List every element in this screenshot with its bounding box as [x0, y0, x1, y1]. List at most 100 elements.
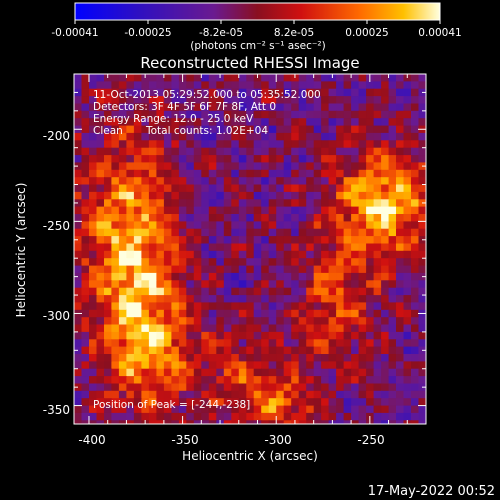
heatmap-cell [321, 103, 330, 112]
heatmap-cell [373, 199, 382, 208]
heatmap-cell [291, 184, 300, 193]
heatmap-cell [163, 368, 172, 377]
heatmap-cell [231, 272, 240, 281]
heatmap-cell [291, 331, 300, 340]
heatmap-cell [104, 228, 113, 237]
heatmap-cell [171, 309, 180, 318]
heatmap-cell [291, 169, 300, 178]
heatmap-cell [291, 206, 300, 215]
heatmap-cell [276, 228, 285, 237]
heatmap-cell [141, 376, 150, 385]
heatmap-cell [328, 147, 337, 156]
heatmap-cell [178, 140, 187, 149]
heatmap-cell [163, 184, 172, 193]
heatmap-cell [163, 199, 172, 208]
heatmap-cell [193, 250, 202, 259]
heatmap-cell [321, 376, 330, 385]
heatmap-cell [96, 346, 105, 355]
heatmap-cell [96, 199, 105, 208]
heatmap-cell [104, 302, 113, 311]
heatmap-cell [336, 354, 345, 362]
heatmap-cell [163, 169, 172, 178]
heatmap-cell [156, 383, 165, 392]
heatmap-cell [291, 96, 300, 105]
peak-position-label: Position of Peak = [-244,-238] [93, 399, 250, 411]
heatmap-cell [96, 132, 105, 141]
heatmap-cell [358, 199, 367, 208]
heatmap-cell [366, 405, 375, 414]
heatmap-cell [156, 228, 165, 237]
heatmap-cell [231, 103, 240, 112]
heatmap-cell [216, 147, 225, 156]
heatmap-cell [118, 236, 127, 245]
heatmap-cell [148, 250, 157, 259]
heatmap-cell [366, 280, 375, 289]
heatmap-cell [328, 265, 337, 274]
heatmap-cell [141, 317, 150, 326]
heatmap-cell [118, 309, 127, 318]
heatmap-cell [126, 258, 135, 267]
heatmap-cell [261, 169, 270, 178]
heatmap-cell [336, 376, 345, 385]
heatmap-cell [74, 169, 83, 178]
heatmap-cell [283, 236, 292, 245]
heatmap-cell [276, 361, 285, 370]
heatmap-cell [201, 309, 210, 318]
heatmap-cell [396, 250, 405, 259]
heatmap-cell [238, 331, 247, 340]
heatmap-cell [246, 398, 255, 407]
heatmap-cell [193, 214, 202, 222]
heatmap-cell [388, 420, 397, 424]
heatmap-cell [396, 376, 405, 385]
heatmap-cell [178, 169, 187, 178]
heatmap-cell [193, 354, 202, 362]
heatmap-cell [358, 280, 367, 289]
heatmap-cell [96, 214, 105, 222]
heatmap-cell [89, 250, 98, 259]
heatmap-cell [201, 125, 210, 134]
heatmap-cell [396, 390, 405, 399]
heatmap-cell [246, 376, 255, 385]
heatmap-cell [276, 280, 285, 289]
heatmap-cell [336, 236, 345, 245]
heatmap-cell [381, 199, 390, 208]
heatmap-cell [81, 191, 90, 200]
heatmap-cell [163, 376, 172, 385]
heatmap-cell [141, 346, 150, 355]
heatmap-cell [396, 74, 405, 82]
heatmap-cell [178, 295, 187, 304]
heatmap-cell [223, 118, 232, 127]
heatmap-cell [148, 258, 157, 267]
heatmap-cell [74, 140, 83, 149]
heatmap-cell [343, 317, 352, 326]
heatmap-cell [223, 206, 232, 215]
heatmap-cell [276, 405, 285, 414]
heatmap-cell [81, 169, 90, 178]
heatmap-cell [388, 309, 397, 318]
heatmap-cell [156, 412, 165, 421]
heatmap-cell [96, 162, 105, 171]
heatmap-cell [396, 265, 405, 274]
heatmap-cell [148, 398, 157, 407]
heatmap-cell [141, 81, 150, 90]
heatmap-cell [358, 250, 367, 259]
heatmap-cell [89, 147, 98, 156]
heatmap-cell [216, 354, 225, 362]
heatmap-cell [358, 324, 367, 333]
heatmap-cell [366, 214, 375, 222]
heatmap-cell [223, 302, 232, 311]
heatmap-cell [178, 155, 187, 164]
heatmap-cell [253, 206, 262, 215]
heatmap-cell [298, 184, 307, 193]
heatmap-cell [403, 243, 412, 252]
heatmap-cell [118, 96, 127, 105]
heatmap-cell [74, 354, 83, 362]
heatmap-cell [321, 214, 330, 222]
heatmap-cell [223, 420, 232, 424]
heatmap-cell [171, 243, 180, 252]
heatmap-cell [148, 118, 157, 127]
heatmap-cell [351, 295, 360, 304]
heatmap-cell [96, 354, 105, 362]
heatmap-cell [171, 118, 180, 127]
heatmap-cell [104, 258, 113, 267]
